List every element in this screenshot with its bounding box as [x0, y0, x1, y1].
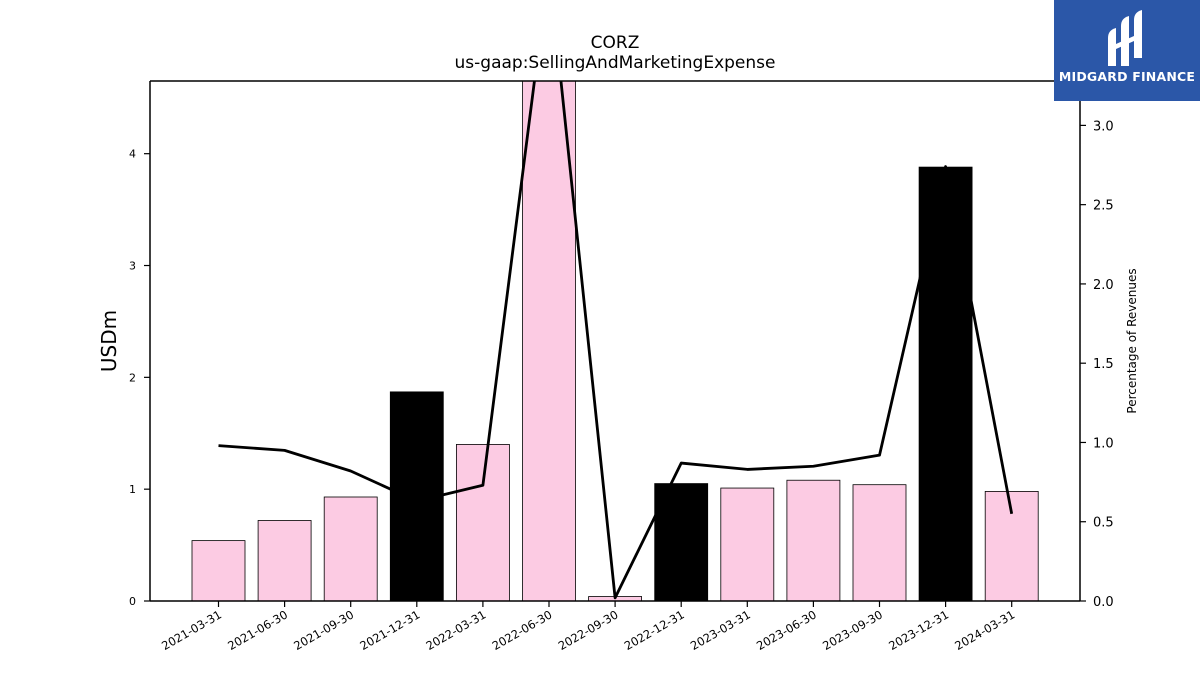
- bar-2022-12-31: [654, 483, 709, 601]
- chart-subtitle: us-gaap:SellingAndMarketingExpense: [455, 53, 776, 73]
- bar-2021-06-30: [257, 520, 312, 601]
- x-tick-label: 2021-09-30: [291, 607, 356, 653]
- x-tick-label: 2022-03-31: [424, 607, 489, 653]
- y-tick-label: 2: [129, 371, 136, 384]
- x-tick-label: 2022-09-30: [556, 607, 621, 653]
- y-tick-label: 1: [129, 483, 136, 496]
- x-tick-label: 2023-12-31: [886, 607, 951, 653]
- x-tick-label: 2021-06-30: [225, 607, 290, 653]
- bar-2023-09-30: [852, 484, 907, 601]
- bar-2023-03-31: [720, 487, 775, 601]
- y2-tick-label: 1.5: [1093, 357, 1114, 372]
- x-tick-label: 2023-06-30: [754, 607, 819, 653]
- y2-tick-label: 2.0: [1093, 278, 1114, 293]
- y2-tick-label: 0.5: [1093, 516, 1114, 531]
- x-tick-label: 2023-03-31: [688, 607, 753, 653]
- bar-2021-03-31: [191, 540, 246, 601]
- x-tick-label: 2024-03-31: [952, 607, 1017, 653]
- chart-title: CORZ: [591, 33, 640, 53]
- left-ticks: 0 1 2 3 4: [129, 148, 150, 608]
- right-ticks: 0.0 0.5 1.0 1.5 2.0 2.5 3.0: [1080, 119, 1114, 610]
- midgard-logo-icon: [1108, 10, 1142, 66]
- y2-tick-label: 0.0: [1093, 595, 1114, 610]
- percentage-line: [218, 81, 1014, 600]
- y-axis-label-right: Percentage of Revenues: [1125, 268, 1139, 413]
- y-tick-label: 4: [129, 148, 136, 161]
- bar-2021-09-30: [323, 496, 378, 601]
- x-tick-label: 2022-06-30: [490, 607, 555, 653]
- y-tick-label: 3: [129, 260, 136, 273]
- midgard-finance-logo: MIDGARD FINANCE: [1054, 0, 1200, 101]
- y2-tick-label: 2.5: [1093, 199, 1114, 214]
- bar-2022-03-31: [455, 444, 510, 601]
- logo-text: MIDGARD FINANCE: [1058, 69, 1196, 84]
- x-tick-label: 2022-12-31: [622, 607, 687, 653]
- x-ticks: 2021-03-31 2021-06-30 2021-09-30 2021-12-31…: [159, 601, 1017, 653]
- y-axis-label-left: USDm: [97, 310, 121, 372]
- line-series: [218, 81, 1014, 600]
- y2-tick-label: 3.0: [1093, 119, 1114, 134]
- y2-tick-label: 1.0: [1093, 436, 1114, 451]
- x-tick-label: 2021-03-31: [159, 607, 224, 653]
- bar-2022-06-30: [522, 81, 576, 601]
- x-tick-label: 2021-12-31: [357, 607, 422, 653]
- bar-2023-12-31: [918, 166, 973, 601]
- bar-series: [191, 81, 1039, 601]
- y-tick-label: 0: [129, 595, 136, 608]
- x-tick-label: 2023-09-30: [820, 607, 885, 653]
- bar-2023-06-30: [786, 479, 841, 601]
